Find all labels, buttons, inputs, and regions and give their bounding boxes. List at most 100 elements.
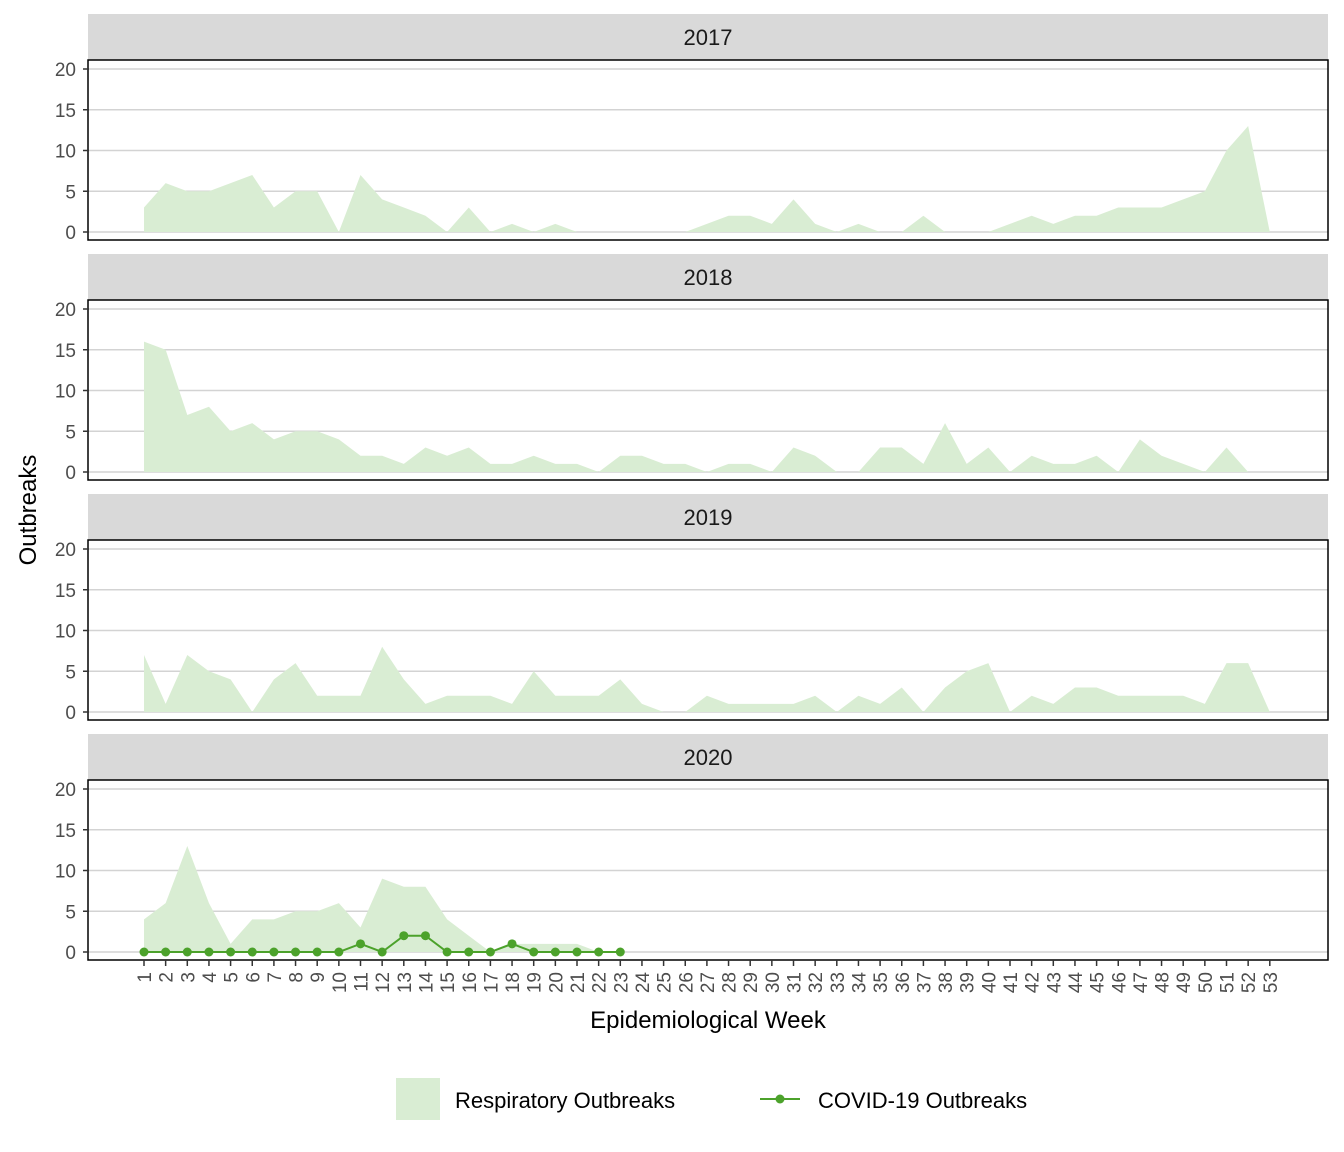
y-tick-label: 10 xyxy=(55,142,76,163)
legend-label-covid: COVID-19 Outbreaks xyxy=(818,1088,1027,1113)
legend-key-covid-point xyxy=(775,1094,785,1104)
x-tick-label: 48 xyxy=(1153,972,1174,993)
y-tick-label: 15 xyxy=(55,101,76,122)
y-tick-label: 5 xyxy=(65,662,76,683)
x-tick-label: 18 xyxy=(503,972,524,993)
respiratory-area-2017 xyxy=(144,126,1270,232)
covid-point-week13 xyxy=(399,931,409,941)
x-tick-label: 21 xyxy=(568,972,589,993)
facet-strip-label-2018: 2018 xyxy=(684,265,733,290)
covid-point-week18 xyxy=(507,939,517,949)
x-tick-label: 19 xyxy=(525,972,546,993)
x-tick-label: 29 xyxy=(741,972,762,993)
x-tick-label: 45 xyxy=(1088,972,1109,993)
covid-point-week9 xyxy=(312,947,322,957)
facet-strip-label-2017: 2017 xyxy=(684,25,733,50)
x-tick-label: 23 xyxy=(611,972,632,993)
facet-strip-label-2020: 2020 xyxy=(684,745,733,770)
y-tick-label: 15 xyxy=(55,821,76,842)
legend-key-respiratory xyxy=(396,1078,440,1120)
x-tick-label: 51 xyxy=(1218,972,1239,993)
x-tick-label: 8 xyxy=(287,972,308,983)
x-tick-label: 35 xyxy=(871,972,892,993)
covid-point-week11 xyxy=(356,939,365,949)
covid-point-week6 xyxy=(247,947,257,957)
facet-strip-2018 xyxy=(88,254,1328,300)
y-tick-label: 10 xyxy=(55,622,76,643)
y-tick-label: 5 xyxy=(65,422,76,443)
x-tick-label: 9 xyxy=(308,972,329,983)
x-tick-label: 17 xyxy=(481,972,502,993)
y-tick-label: 10 xyxy=(55,382,76,403)
x-tick-label: 3 xyxy=(178,972,199,983)
y-tick-label: 0 xyxy=(65,943,76,964)
x-tick-label: 47 xyxy=(1131,972,1152,993)
covid-point-week1 xyxy=(139,947,149,957)
covid-point-week22 xyxy=(594,947,604,957)
covid-point-week17 xyxy=(485,947,495,957)
x-tick-label: 33 xyxy=(828,972,849,993)
x-tick-label: 11 xyxy=(352,972,373,992)
covid-point-week12 xyxy=(377,947,387,957)
covid-point-week4 xyxy=(204,947,214,957)
covid-point-week10 xyxy=(334,947,344,957)
x-tick-label: 1 xyxy=(135,972,156,983)
x-tick-label: 31 xyxy=(785,972,806,993)
x-tick-label: 12 xyxy=(373,972,394,993)
x-tick-label: 38 xyxy=(936,972,957,993)
y-tick-label: 5 xyxy=(65,182,76,203)
x-tick-label: 43 xyxy=(1044,972,1065,993)
x-tick-label: 39 xyxy=(958,972,979,993)
covid-point-week20 xyxy=(550,947,560,957)
x-tick-label: 2 xyxy=(157,972,178,983)
facet-strip-2019 xyxy=(88,494,1328,540)
covid-point-week8 xyxy=(291,947,301,957)
facet-strip-label-2019: 2019 xyxy=(684,505,733,530)
x-tick-label: 53 xyxy=(1261,972,1282,993)
y-tick-label: 20 xyxy=(55,300,76,321)
covid-point-week2 xyxy=(161,947,171,957)
x-tick-label: 44 xyxy=(1066,972,1087,994)
covid-point-week19 xyxy=(529,947,539,957)
y-tick-label: 0 xyxy=(65,463,76,484)
x-tick-label: 49 xyxy=(1174,972,1195,993)
covid-point-week23 xyxy=(615,947,625,957)
x-axis-title: Epidemiological Week xyxy=(590,1007,827,1034)
facet-strip-2020 xyxy=(88,734,1328,780)
y-axis-title: Outbreaks xyxy=(15,455,42,566)
x-tick-label: 5 xyxy=(222,972,243,983)
covid-point-week3 xyxy=(182,947,192,957)
x-tick-label: 40 xyxy=(979,972,1000,993)
x-tick-label: 6 xyxy=(243,972,264,983)
covid-point-week21 xyxy=(572,947,582,957)
x-tick-label: 42 xyxy=(1023,972,1044,993)
x-tick-label: 27 xyxy=(698,972,719,993)
x-tick-label: 22 xyxy=(590,972,611,993)
x-tick-label: 30 xyxy=(763,972,784,993)
x-tick-label: 16 xyxy=(460,972,481,993)
y-tick-label: 10 xyxy=(55,862,76,883)
x-tick-label: 32 xyxy=(806,972,827,993)
legend-label-respiratory: Respiratory Outbreaks xyxy=(455,1088,675,1113)
x-tick-label: 24 xyxy=(633,972,654,994)
covid-point-week15 xyxy=(442,947,452,957)
respiratory-area-2020 xyxy=(144,846,621,952)
x-tick-label: 20 xyxy=(546,972,567,993)
x-tick-label: 50 xyxy=(1196,972,1217,993)
x-tick-label: 4 xyxy=(200,972,221,983)
covid-point-week16 xyxy=(464,947,474,957)
facet-strip-2017 xyxy=(88,14,1328,60)
y-tick-label: 0 xyxy=(65,223,76,244)
y-tick-label: 15 xyxy=(55,581,76,602)
y-tick-label: 0 xyxy=(65,703,76,724)
x-tick-label: 28 xyxy=(720,972,741,993)
covid-point-week14 xyxy=(420,931,430,941)
x-tick-label: 46 xyxy=(1109,972,1130,993)
y-tick-label: 20 xyxy=(55,60,76,81)
x-tick-label: 36 xyxy=(893,972,914,993)
y-tick-label: 20 xyxy=(55,780,76,801)
x-tick-label: 41 xyxy=(1001,972,1022,993)
x-tick-label: 7 xyxy=(265,972,286,983)
covid-point-week5 xyxy=(226,947,236,957)
